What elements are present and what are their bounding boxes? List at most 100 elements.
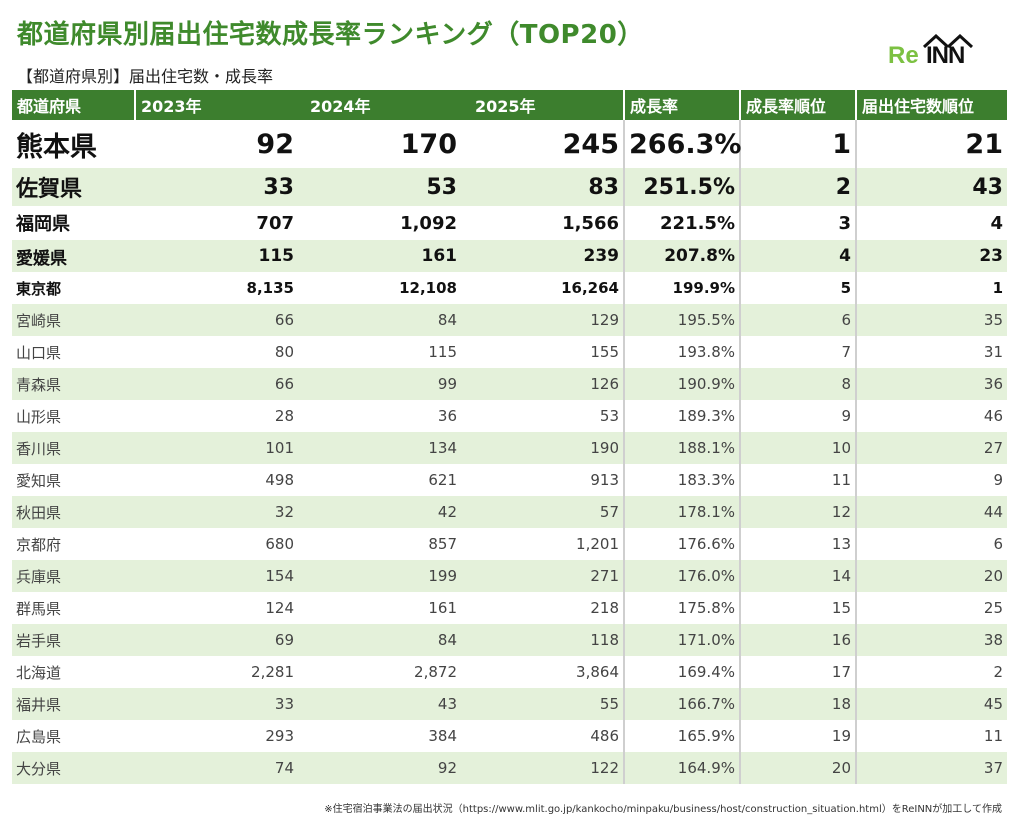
row-growth: 175.8% xyxy=(623,592,740,624)
row-2024: 43 xyxy=(298,688,461,720)
row-growth-rank: 9 xyxy=(739,400,856,432)
row-2023: 8,135 xyxy=(135,272,298,304)
table-row: 秋田県 32 42 57 178.1% 12 44 xyxy=(12,496,1007,528)
row-2024: 2,872 xyxy=(298,656,461,688)
row-count-rank: 23 xyxy=(855,240,1007,272)
header-row: 都道府県 2023年 2024年 2025年 成長率 成長率順位 届出住宅数順位 xyxy=(12,90,1007,120)
row-count-rank: 31 xyxy=(855,336,1007,368)
row-growth: 266.3% xyxy=(623,120,741,168)
row-growth: 207.8% xyxy=(623,240,740,272)
row-count-rank: 6 xyxy=(855,528,1007,560)
row-growth-rank: 6 xyxy=(739,304,856,336)
source-footnote: ※住宅宿泊事業法の届出状況（https://www.mlit.go.jp/kan… xyxy=(324,804,1002,815)
row-2025: 122 xyxy=(461,752,624,784)
table-row: 青森県 66 99 126 190.9% 8 36 xyxy=(12,368,1007,400)
row-pref: 熊本県 xyxy=(12,120,135,168)
row-pref: 香川県 xyxy=(12,432,135,464)
row-growth: 190.9% xyxy=(623,368,740,400)
row-growth: 164.9% xyxy=(623,752,740,784)
row-count-rank: 9 xyxy=(855,464,1007,496)
row-growth-rank: 8 xyxy=(739,368,856,400)
row-growth: 193.8% xyxy=(623,336,740,368)
row-growth: 183.3% xyxy=(623,464,740,496)
row-2024: 384 xyxy=(298,720,461,752)
header-count-rank: 届出住宅数順位 xyxy=(855,90,1007,120)
row-growth-rank: 13 xyxy=(739,528,856,560)
table-row: 大分県 74 92 122 164.9% 20 37 xyxy=(12,752,1007,784)
row-2025: 913 xyxy=(461,464,624,496)
row-growth: 176.0% xyxy=(623,560,740,592)
row-2023: 33 xyxy=(135,168,298,206)
row-2023: 101 xyxy=(135,432,298,464)
row-pref: 岩手県 xyxy=(12,624,135,656)
row-count-rank: 37 xyxy=(855,752,1007,784)
row-2025: 245 xyxy=(461,120,624,168)
row-2023: 680 xyxy=(135,528,298,560)
row-pref: 山形県 xyxy=(12,400,135,432)
row-2024: 199 xyxy=(298,560,461,592)
row-growth-rank: 20 xyxy=(739,752,856,784)
header-pref: 都道府県 xyxy=(12,90,135,120)
row-pref: 広島県 xyxy=(12,720,135,752)
ranking-table: 都道府県 2023年 2024年 2025年 成長率 成長率順位 届出住宅数順位… xyxy=(12,90,1007,784)
row-growth: 199.9% xyxy=(623,272,740,304)
table-row: 山口県 80 115 155 193.8% 7 31 xyxy=(12,336,1007,368)
row-pref: 群馬県 xyxy=(12,592,135,624)
row-2025: 239 xyxy=(461,240,624,272)
row-growth: 189.3% xyxy=(623,400,740,432)
row-count-rank: 45 xyxy=(855,688,1007,720)
row-growth-rank: 16 xyxy=(739,624,856,656)
row-2024: 99 xyxy=(298,368,461,400)
row-2024: 161 xyxy=(298,240,461,272)
table-subtitle: 【都道府県別】届出住宅数・成長率 xyxy=(17,67,274,86)
row-count-rank: 25 xyxy=(855,592,1007,624)
table-row: 宮崎県 66 84 129 195.5% 6 35 xyxy=(12,304,1007,336)
row-2025: 3,864 xyxy=(461,656,624,688)
row-count-rank: 43 xyxy=(855,168,1007,206)
row-2025: 126 xyxy=(461,368,624,400)
row-2024: 84 xyxy=(298,304,461,336)
row-pref: 愛媛県 xyxy=(12,240,135,272)
row-count-rank: 35 xyxy=(855,304,1007,336)
table-row: 愛媛県 115 161 239 207.8% 4 23 xyxy=(12,240,1007,272)
row-2024: 1,092 xyxy=(298,206,461,240)
table-row: 福岡県 707 1,092 1,566 221.5% 3 4 xyxy=(12,206,1007,240)
row-growth-rank: 19 xyxy=(739,720,856,752)
row-2025: 1,201 xyxy=(461,528,624,560)
row-pref: 佐賀県 xyxy=(12,168,135,206)
row-count-rank: 4 xyxy=(855,206,1007,240)
row-growth: 188.1% xyxy=(623,432,740,464)
table-row: 広島県 293 384 486 165.9% 19 11 xyxy=(12,720,1007,752)
row-growth: 165.9% xyxy=(623,720,740,752)
row-growth-rank: 18 xyxy=(739,688,856,720)
row-2024: 92 xyxy=(298,752,461,784)
row-growth: 195.5% xyxy=(623,304,740,336)
header-2023: 2023年 xyxy=(134,90,298,120)
row-pref: 福井県 xyxy=(12,688,135,720)
row-2023: 92 xyxy=(135,120,298,168)
row-2023: 2,281 xyxy=(135,656,298,688)
row-growth-rank: 4 xyxy=(739,240,856,272)
row-2024: 115 xyxy=(298,336,461,368)
row-count-rank: 36 xyxy=(855,368,1007,400)
table-row: 東京都 8,135 12,108 16,264 199.9% 5 1 xyxy=(12,272,1007,304)
row-growth: 171.0% xyxy=(623,624,740,656)
row-2025: 190 xyxy=(461,432,624,464)
header-growth: 成長率 xyxy=(623,90,740,120)
row-pref: 東京都 xyxy=(12,272,135,304)
row-count-rank: 46 xyxy=(855,400,1007,432)
row-pref: 京都府 xyxy=(12,528,135,560)
row-2023: 32 xyxy=(135,496,298,528)
row-growth-rank: 5 xyxy=(739,272,856,304)
row-growth: 166.7% xyxy=(623,688,740,720)
page-title: 都道府県別届出住宅数成長率ランキング（TOP20） xyxy=(17,20,644,50)
row-count-rank: 44 xyxy=(855,496,1007,528)
logo-re: Re xyxy=(888,42,919,69)
row-growth-rank: 1 xyxy=(739,120,856,168)
row-2025: 218 xyxy=(461,592,624,624)
header-2024: 2024年 xyxy=(298,90,461,120)
row-2023: 154 xyxy=(135,560,298,592)
row-2023: 707 xyxy=(135,206,298,240)
row-2024: 857 xyxy=(298,528,461,560)
row-2023: 28 xyxy=(135,400,298,432)
